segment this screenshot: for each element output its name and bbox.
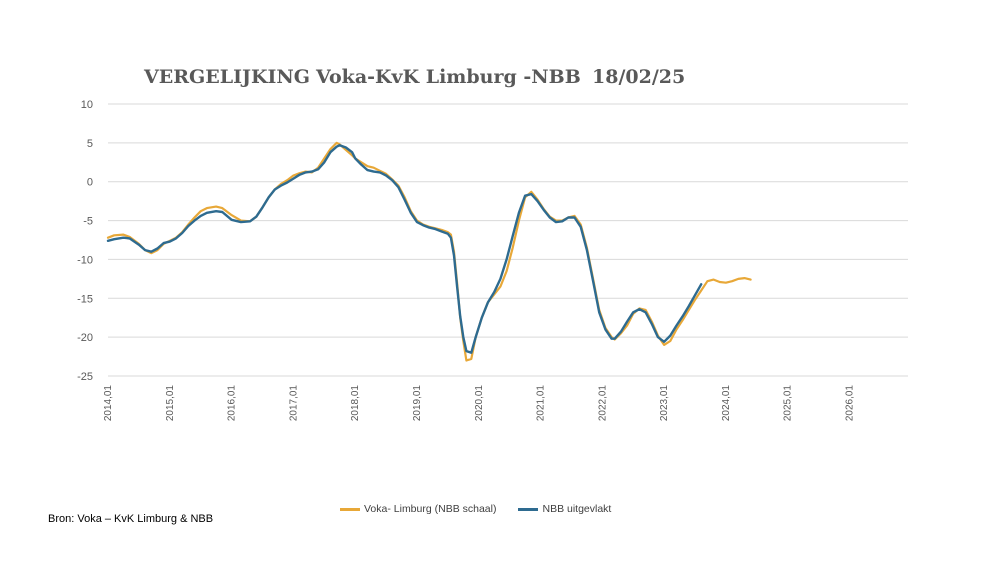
series-line-2 [106, 144, 703, 354]
y-tick-label: -15 [77, 293, 93, 305]
legend-swatch-series-2 [518, 507, 539, 511]
x-tick-label: 2025,01 [783, 385, 794, 422]
x-tick-label: 2017,01 [288, 385, 299, 422]
x-tick-label: 2022,01 [597, 385, 608, 422]
legend-label-series-1: Voka- Limburg (NBB schaal) [364, 503, 497, 515]
legend-swatch-series-1 [340, 507, 360, 511]
chart-title-part-2: Voka-KvK Limburg -NBB [316, 66, 581, 88]
x-tick-label: 2018,01 [350, 385, 361, 422]
y-tick-label: -20 [77, 332, 93, 344]
x-tick-label: 2026,01 [845, 385, 856, 422]
y-tick-label: 0 [87, 177, 93, 189]
chart-title: VERGELIJKING Voka-KvK Limburg -NBB 18/02… [0, 66, 820, 154]
x-tick-label: 2020,01 [474, 385, 485, 422]
x-tick-label: 2023,01 [659, 385, 670, 422]
x-tick-label: 2021,01 [536, 385, 547, 422]
legend-item-series-1: Voka- Limburg (NBB schaal) [340, 503, 496, 515]
legend-item-series-2: NBB uitgevlakt [518, 503, 611, 515]
y-tick-label: -25 [77, 371, 93, 383]
chart-title-part-3: 18/02/25 [592, 66, 686, 88]
chart-title-part-1: VERGELIJKING [144, 66, 310, 88]
y-tick-label: -5 [83, 216, 93, 228]
x-tick-label: 2015,01 [165, 385, 176, 422]
x-tick-label: 2019,01 [412, 385, 423, 422]
x-tick-label: 2014,01 [103, 385, 114, 422]
legend: Voka- Limburg (NBB schaal) NBB uitgevlak… [340, 503, 633, 515]
x-tick-label: 2016,01 [227, 385, 238, 422]
y-tick-label: -10 [77, 254, 93, 266]
y-tick-label: 10 [81, 99, 93, 111]
x-tick-label: 2024,01 [721, 385, 732, 422]
legend-label-series-2: NBB uitgevlakt [542, 503, 612, 515]
source-note: Bron: Voka – KvK Limburg & NBB [48, 513, 214, 525]
y-tick-label: 5 [87, 138, 93, 150]
